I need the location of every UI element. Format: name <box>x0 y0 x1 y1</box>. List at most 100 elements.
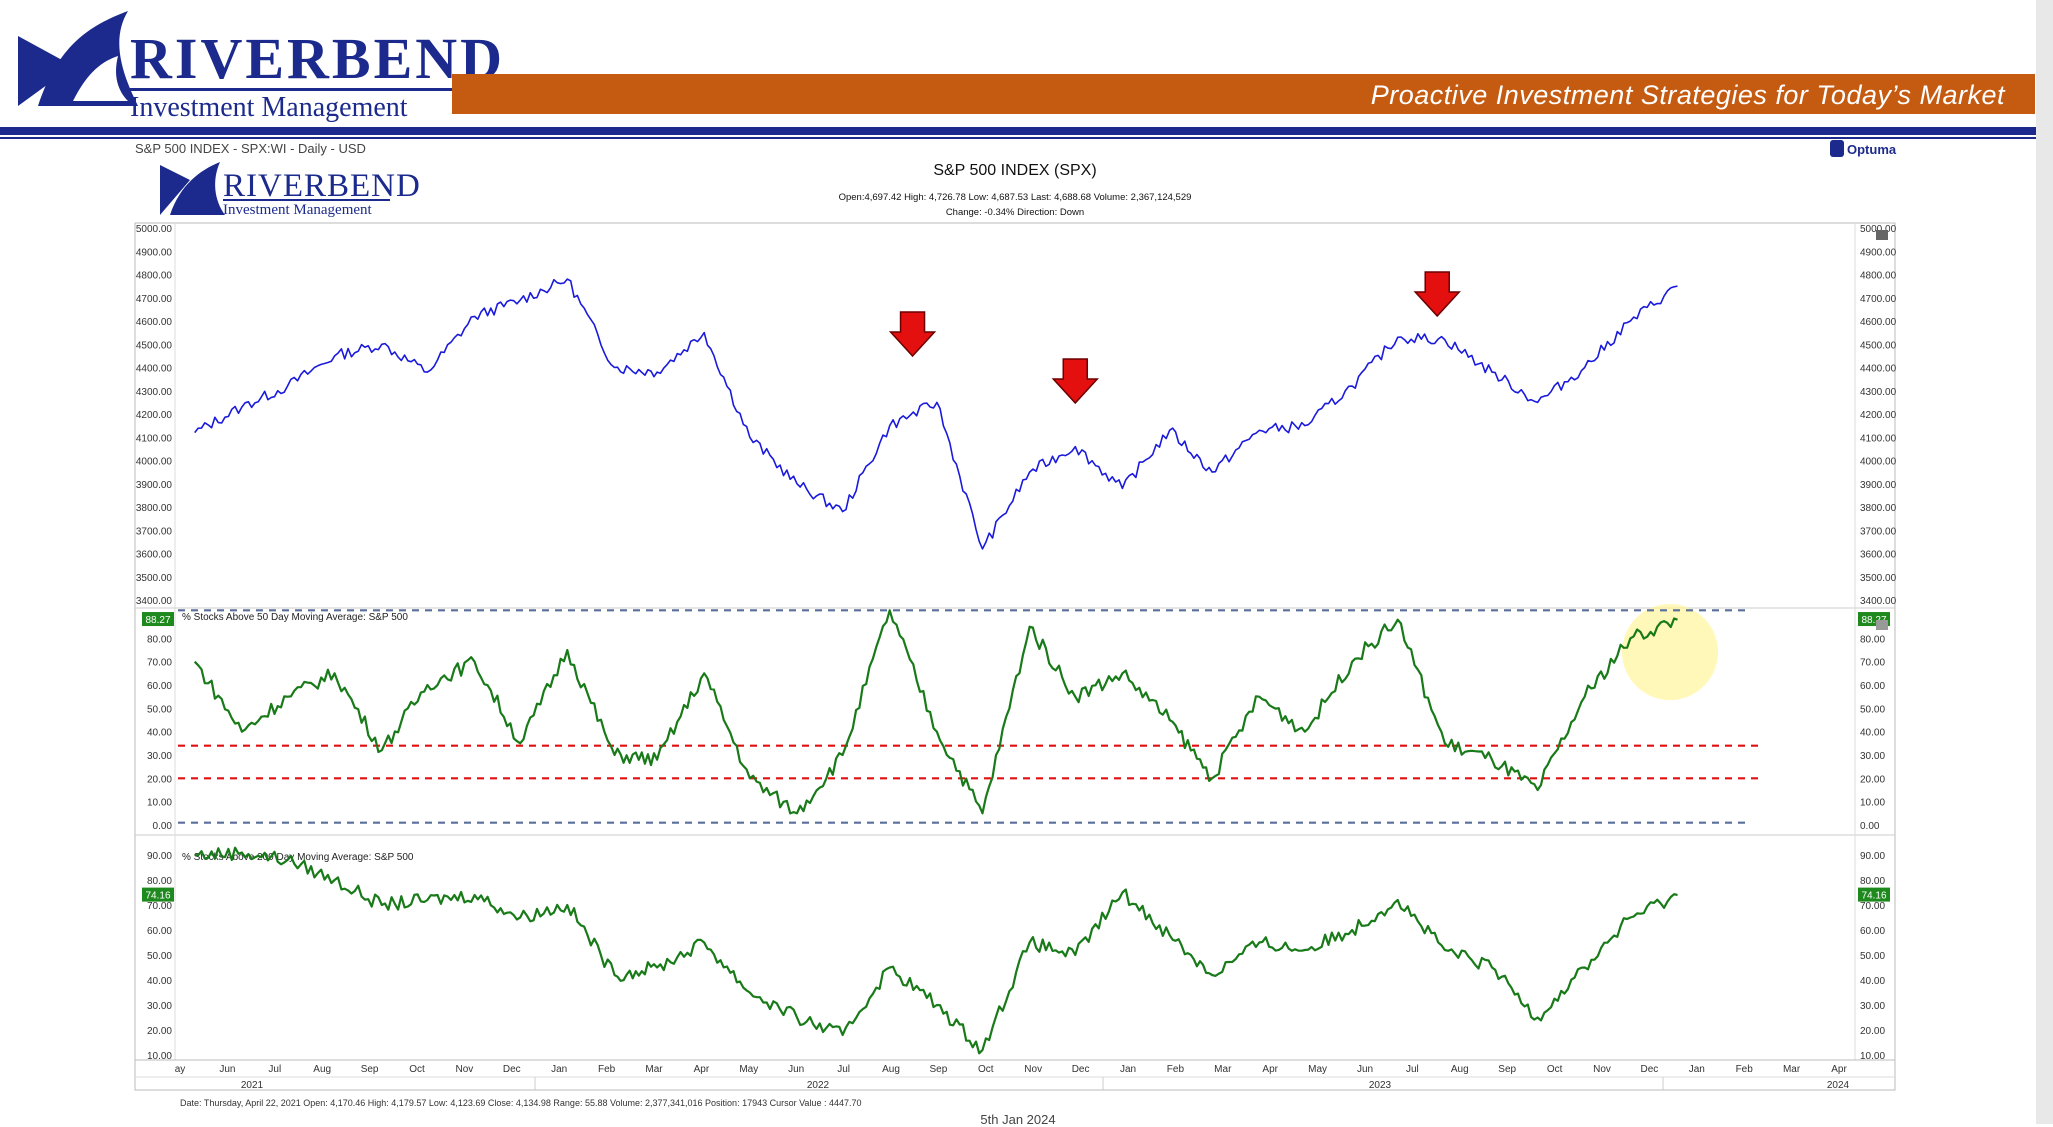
y-tick-label-left: 3700.00 <box>136 526 173 537</box>
x-tick-month: Sep <box>1498 1064 1516 1075</box>
y-tick-label-right: 50.00 <box>1860 704 1885 715</box>
y-tick-label-right: 5000.00 <box>1860 224 1897 235</box>
tagline-bar: Proactive Investment Strategies for Toda… <box>452 74 2035 114</box>
y-tick-label-right: 80.00 <box>1860 634 1885 645</box>
chart-frame <box>134 222 1896 1091</box>
y-tick-label-left: 4700.00 <box>136 294 173 305</box>
y-tick-label-right: 3700.00 <box>1860 526 1897 537</box>
scrollbar[interactable] <box>2036 0 2053 1124</box>
x-tick-month: ay <box>175 1064 186 1075</box>
x-tick-month: Aug <box>882 1064 900 1075</box>
x-tick-month: Mar <box>1214 1064 1232 1075</box>
y-tick-label-left: 10.00 <box>147 798 172 809</box>
last-value-right: 88.27 <box>1861 615 1886 626</box>
y-tick-label-right: 3800.00 <box>1860 503 1897 514</box>
red-arrow-marker <box>1413 271 1461 318</box>
header-rule-thin <box>0 137 2040 139</box>
logo-main: RIVERBEND <box>130 26 506 91</box>
chart-ohlc: Open:4,697.42 High: 4,726.78 Low: 4,687.… <box>839 192 1192 203</box>
x-tick-month: Dec <box>503 1064 521 1075</box>
y-tick-label-right: 4200.00 <box>1860 410 1897 421</box>
x-tick-month: Nov <box>1024 1064 1042 1075</box>
y-tick-label-left: 3400.00 <box>136 596 173 607</box>
y-tick-label-right: 30.00 <box>1860 1001 1885 1012</box>
x-tick-month: Dec <box>1072 1064 1090 1075</box>
y-tick-label-left: 5000.00 <box>136 224 173 235</box>
x-tick-month: Jan <box>1689 1064 1705 1075</box>
last-value-badge-right <box>1858 887 1890 902</box>
y-tick-label-right: 40.00 <box>1860 728 1885 739</box>
last-value-badge-left <box>142 887 174 902</box>
series-line <box>194 278 1678 550</box>
x-tick-month: Mar <box>1783 1064 1801 1075</box>
y-tick-label-right: 10.00 <box>1860 1051 1885 1062</box>
y-tick-label-right: 3400.00 <box>1860 596 1897 607</box>
lock-icon <box>1876 230 1888 240</box>
y-tick-label-left: 20.00 <box>147 1026 172 1037</box>
y-tick-label-left: 90.00 <box>147 851 172 862</box>
y-tick-label-left: 4900.00 <box>136 247 173 258</box>
status-line: Date: Thursday, April 22, 2021 Open: 4,1… <box>180 1098 861 1108</box>
x-tick-month: Nov <box>1593 1064 1611 1075</box>
highlight-circle <box>1622 604 1718 700</box>
x-tick-month: Sep <box>930 1064 948 1075</box>
x-tick-month: May <box>739 1064 758 1075</box>
y-tick-label-right: 30.00 <box>1860 751 1885 762</box>
y-tick-label-right: 60.00 <box>1860 681 1885 692</box>
y-tick-label-right: 0.00 <box>1860 821 1880 832</box>
x-tick-month: Jul <box>837 1064 850 1075</box>
y-tick-label-left: 3800.00 <box>136 503 173 514</box>
y-tick-label-right: 3900.00 <box>1860 480 1897 491</box>
y-tick-label-left: 4000.00 <box>136 457 173 468</box>
x-tick-month: Jun <box>1357 1064 1373 1075</box>
y-tick-label-right: 20.00 <box>1860 1026 1885 1037</box>
y-tick-label-left: 50.00 <box>147 951 172 962</box>
header-rule <box>0 127 2040 135</box>
optuma-brand: Optuma <box>1847 142 1897 157</box>
x-tick-month: Oct <box>978 1064 994 1075</box>
y-tick-label-left: 80.00 <box>147 876 172 887</box>
chart-source: S&P 500 INDEX - SPX:WI - Daily - USD <box>135 141 366 156</box>
y-tick-label-right: 3500.00 <box>1860 573 1897 584</box>
y-tick-label-right: 4500.00 <box>1860 340 1897 351</box>
y-tick-label-right: 4300.00 <box>1860 387 1897 398</box>
y-tick-label-right: 90.00 <box>1860 851 1885 862</box>
y-tick-label-left: 40.00 <box>147 728 172 739</box>
chart-change: Change: -0.34% Direction: Down <box>946 207 1084 218</box>
x-tick-month: Apr <box>1831 1064 1847 1075</box>
x-tick-month: Jan <box>551 1064 567 1075</box>
x-tick-year: 2022 <box>807 1080 830 1091</box>
x-tick-month: Jan <box>1120 1064 1136 1075</box>
x-tick-year: 2021 <box>241 1080 264 1091</box>
y-tick-label-right: 4800.00 <box>1860 271 1897 282</box>
y-tick-label-right: 4400.00 <box>1860 364 1897 375</box>
x-tick-month: Jun <box>219 1064 235 1075</box>
last-value-right: 74.16 <box>1861 891 1886 902</box>
y-tick-label-left: 4200.00 <box>136 410 173 421</box>
footer-date: 5th Jan 2024 <box>980 1112 1056 1127</box>
x-tick-month: Aug <box>313 1064 331 1075</box>
y-tick-label-left: 70.00 <box>147 658 172 669</box>
x-tick-month: Feb <box>1736 1064 1754 1075</box>
logo-sub: Investment Management <box>130 88 506 123</box>
y-tick-label-right: 50.00 <box>1860 951 1885 962</box>
x-tick-month: Apr <box>694 1064 710 1075</box>
red-arrow-marker <box>888 311 937 358</box>
inner-logo-sub: Investment Management <box>223 202 373 218</box>
y-tick-label-right: 70.00 <box>1860 658 1885 669</box>
x-tick-month: Mar <box>645 1064 663 1075</box>
x-tick-month: Nov <box>456 1064 474 1075</box>
x-tick-month: Aug <box>1451 1064 1469 1075</box>
y-tick-label-left: 4600.00 <box>136 317 173 328</box>
x-tick-month: Feb <box>598 1064 616 1075</box>
y-tick-label-left: 4300.00 <box>136 387 173 398</box>
y-tick-label-right: 4000.00 <box>1860 457 1897 468</box>
x-tick-year: 2023 <box>1369 1080 1392 1091</box>
y-tick-label-left: 0.00 <box>153 821 173 832</box>
inner-logo-wing <box>170 162 225 215</box>
x-tick-month: Dec <box>1641 1064 1659 1075</box>
y-tick-label-right: 70.00 <box>1860 901 1885 912</box>
x-tick-month: Jul <box>268 1064 281 1075</box>
y-tick-label-left: 20.00 <box>147 774 172 785</box>
chart-title: S&P 500 INDEX (SPX) <box>933 162 1096 179</box>
